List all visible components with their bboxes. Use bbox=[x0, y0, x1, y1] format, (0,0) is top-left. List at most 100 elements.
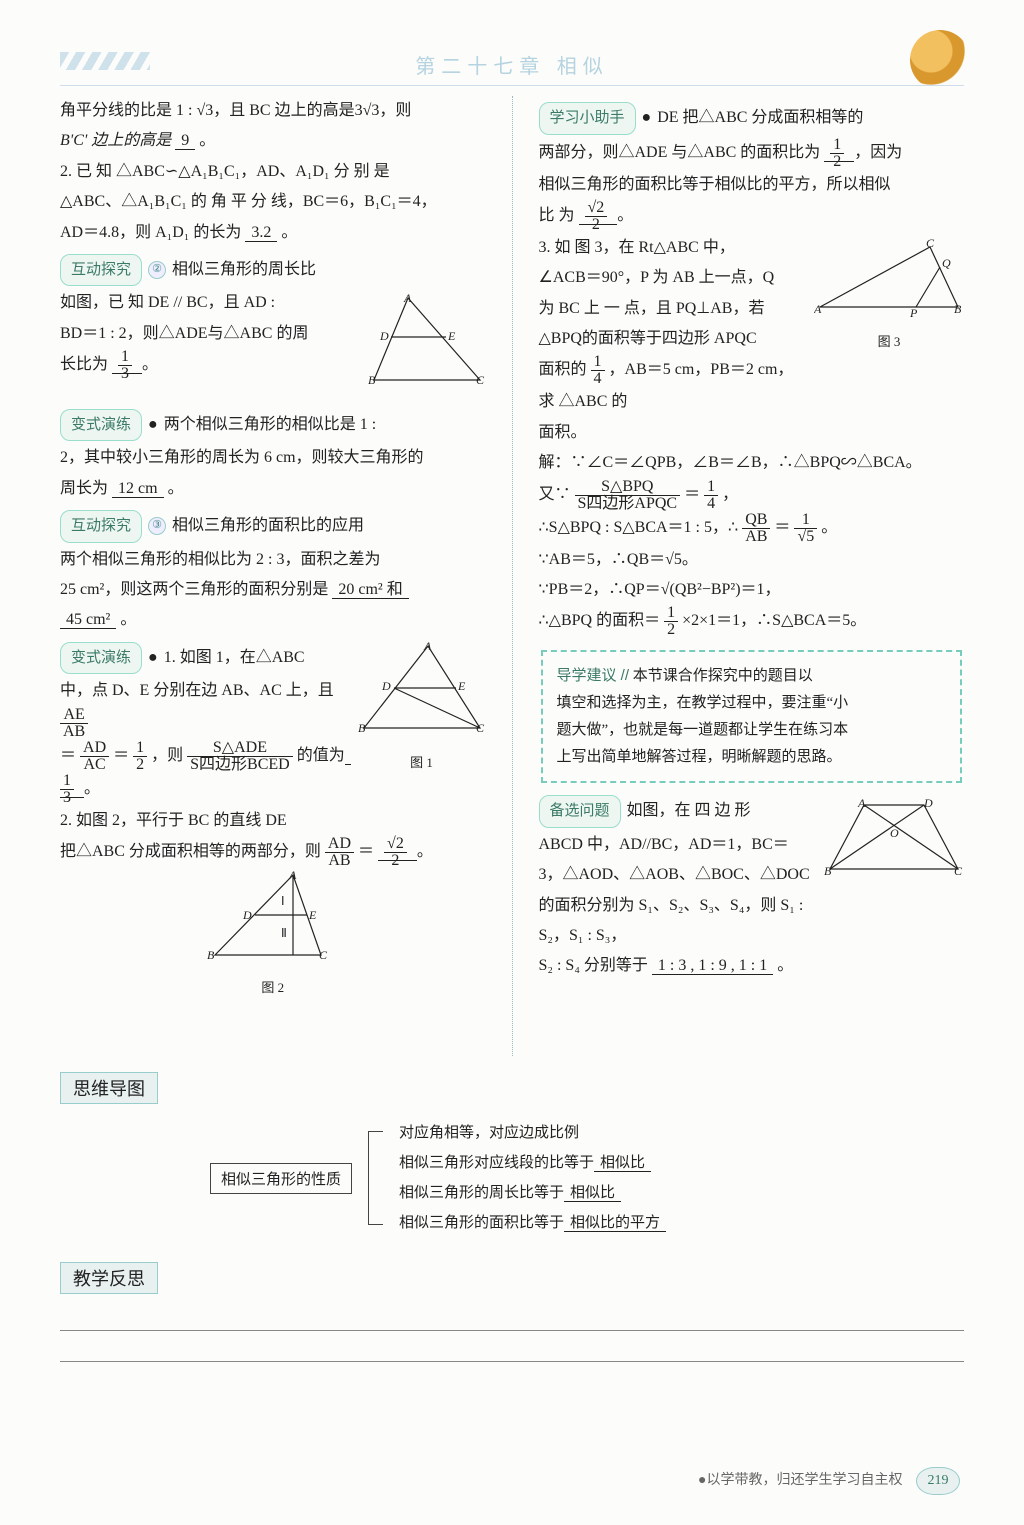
note-title: 导学建议 // bbox=[557, 667, 630, 684]
reflection-title: 教学反思 bbox=[60, 1262, 158, 1294]
t: 。 bbox=[142, 356, 158, 373]
n: √2 bbox=[384, 836, 407, 853]
lbl: Ⅱ bbox=[281, 926, 287, 940]
lbl: C bbox=[476, 721, 485, 735]
lbl: C bbox=[319, 948, 328, 962]
lbl: B bbox=[207, 948, 215, 962]
mascot-icon bbox=[910, 30, 970, 90]
text: 角平分线的比是 1 : √3，且 BC 边上的高是3√3，则 B'C' 边上的高… bbox=[60, 96, 486, 157]
blank-answer: 相似比 bbox=[594, 1155, 651, 1172]
n: S△ADE bbox=[187, 740, 293, 757]
d: 2 bbox=[133, 757, 147, 773]
t: ＝ bbox=[358, 843, 374, 860]
section-pill: 备选问题 如图，在 四 边 形 bbox=[539, 795, 815, 828]
d: S四边形APQC bbox=[575, 496, 681, 512]
d: AB bbox=[325, 853, 354, 869]
lbl: D bbox=[923, 799, 933, 810]
lbl: E bbox=[457, 679, 466, 693]
lbl: Q bbox=[942, 256, 951, 270]
pill: 备选问题 bbox=[539, 795, 621, 828]
t: 1. 如图 1，在△ABC bbox=[164, 643, 305, 673]
lbl: D bbox=[379, 329, 389, 343]
t: ，则 bbox=[151, 747, 183, 764]
t: ∴△BPQ 的面积＝ bbox=[539, 613, 661, 630]
lbl: B bbox=[368, 373, 376, 387]
page-number: 219 bbox=[916, 1467, 960, 1495]
t: 的面积分别为 S₁、S₂、S₃、S₄，则 S₁ : S₂，S₁ : S₃， bbox=[539, 897, 804, 944]
t: ∵PB＝2，∴QP＝√(QB²−BP²)＝1， bbox=[539, 581, 781, 598]
t: 相似三角形的面积比等于 bbox=[399, 1215, 564, 1231]
mind-box: 相似三角形的性质 bbox=[210, 1163, 352, 1194]
t: △ABC、△A₁B₁C₁ 的 角 平 分 线，BC＝6，B₁C₁＝4， bbox=[60, 193, 437, 210]
n: 1 bbox=[704, 479, 718, 496]
t: 把△ABC 分成面积相等的两部分，则 bbox=[60, 843, 321, 860]
section-pill: 互动探究 ② 相似三角形的周长比 bbox=[60, 254, 486, 287]
t: ＝ bbox=[774, 519, 790, 536]
bullet-icon: ● bbox=[148, 410, 158, 440]
d: AB bbox=[60, 724, 88, 740]
bullet-icon: ● bbox=[642, 103, 652, 133]
den: 3 bbox=[118, 366, 132, 382]
lbl: B bbox=[358, 721, 366, 735]
n: 1 bbox=[591, 354, 605, 371]
t: ＝ bbox=[60, 747, 76, 764]
t: 3，△AOD、△AOB、△BOC、△DOC bbox=[539, 866, 810, 883]
lbl: A bbox=[814, 302, 822, 316]
section-heading: 相似三角形的周长比 bbox=[172, 255, 316, 285]
lbl: A bbox=[857, 799, 866, 810]
lbl: A bbox=[403, 292, 412, 305]
t: 比 为 bbox=[539, 207, 575, 224]
lbl: A bbox=[423, 640, 432, 653]
mind-branches: 对应角相等，对应边成比例 相似三角形对应线段的比等于相似比 相似三角形的周长比等… bbox=[399, 1118, 666, 1238]
n: 1 bbox=[794, 512, 817, 529]
t: ×2×1＝1，∴S△BCA＝5。 bbox=[682, 613, 866, 630]
lbl: D bbox=[381, 679, 391, 693]
figure-2: A D E B C Ⅰ Ⅱ 图 2 bbox=[60, 869, 486, 1001]
section-pill: 变式演练 ● 1. 如图 1，在△ABC bbox=[60, 642, 348, 675]
blank-answer: 20 cm² 和 bbox=[332, 581, 408, 599]
n: S△BPQ bbox=[575, 479, 681, 496]
t: 题大做”，也就是每一道题都让学生在练习本 bbox=[557, 722, 849, 738]
t: DE 把△ABC 分成面积相等的 bbox=[657, 103, 863, 133]
t: 为 BC 上 一 点，且 PQ⊥AB，若 bbox=[539, 300, 765, 317]
t: 两个相似三角形的相似比为 2 : 3，面积之差为 bbox=[60, 551, 380, 568]
t: ＝ bbox=[684, 486, 700, 503]
d: 3 bbox=[60, 790, 74, 806]
pill: 变式演练 bbox=[60, 642, 142, 675]
lbl: C bbox=[476, 373, 485, 387]
section-pill: 变式演练 ● 两个相似三角形的相似比是 1 : bbox=[60, 409, 486, 442]
t: 25 cm²，则这两个三角形的面积分别是 bbox=[60, 581, 328, 598]
lbl: C bbox=[954, 864, 963, 878]
t: 的值为 bbox=[297, 747, 345, 764]
blank-answer: 1 : 3 , 1 : 9 , 1 : 1 bbox=[652, 957, 773, 975]
t: ∴S△BPQ : S△BCA＝1 : 5，∴ bbox=[539, 519, 739, 536]
t: BD＝1 : 2，则△ADE与△ABC 的周 bbox=[60, 325, 308, 342]
blank-answer: 13 bbox=[112, 356, 142, 374]
lbl: B bbox=[954, 302, 962, 316]
lbl: A bbox=[288, 869, 297, 882]
lbl: B bbox=[824, 864, 832, 878]
pill: 变式演练 bbox=[60, 409, 142, 442]
t: ， bbox=[722, 486, 738, 503]
t: 面积。 bbox=[539, 424, 587, 441]
text: 2. 如图 2，平行于 BC 的直线 DE 把△ABC 分成面积相等的两部分，则… bbox=[60, 806, 486, 869]
t: 2，其中较小三角形的周长为 6 cm，则较大三角形的 bbox=[60, 449, 424, 466]
lbl: D bbox=[242, 908, 252, 922]
t: 。 bbox=[417, 843, 433, 860]
d: AB bbox=[742, 529, 770, 545]
figure-triangle-inline: A D E B C bbox=[368, 292, 486, 398]
figure-3: A B C P Q 图 3 bbox=[814, 237, 964, 355]
text: 2，其中较小三角形的周长为 6 cm，则较大三角形的 周长为 12 cm 。 bbox=[60, 443, 486, 504]
d: 2 bbox=[830, 154, 844, 170]
text: 两部分，则△ADE 与△ABC 的面积比为 12 ，因为 相似三角形的面积比等于… bbox=[539, 137, 965, 233]
figure-caption: 图 3 bbox=[814, 330, 964, 355]
study-suggestion-box: 导学建议 // 本节课合作探究中的题目以 填空和选择为主，在教学过程中，要注重“… bbox=[541, 650, 963, 783]
lbl: C bbox=[926, 237, 935, 250]
t: 上写出简单地解答过程，明晰解题的思路。 bbox=[557, 749, 842, 765]
blank-answer: 12 cm bbox=[112, 480, 164, 498]
text: 两个相似三角形的相似比为 2 : 3，面积之差为 25 cm²，则这两个三角形的… bbox=[60, 545, 486, 636]
t: 相似三角形的周长比等于 bbox=[399, 1185, 564, 1201]
t: 。 bbox=[617, 207, 633, 224]
d: S四边形BCED bbox=[187, 757, 293, 773]
d: √5 bbox=[794, 529, 817, 545]
